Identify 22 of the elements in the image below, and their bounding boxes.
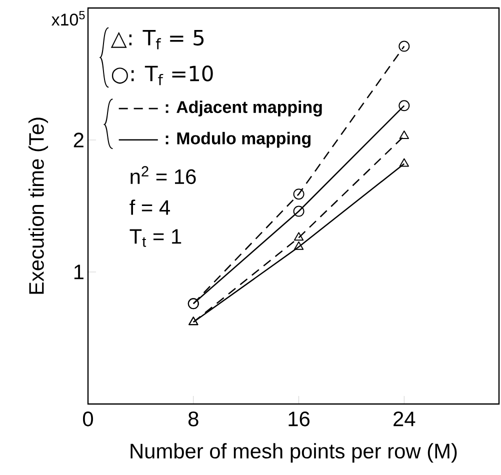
annotation: f = 4 bbox=[130, 200, 170, 215]
x-tick-label: 24 bbox=[394, 412, 416, 426]
text: x10$^{5}$ bbox=[52, 11, 85, 26]
point bbox=[399, 130, 409, 140]
annotation: △: T$_{f}$ = 5 bbox=[110, 30, 204, 50]
y-axis-title: Execution time (Te) bbox=[28, 118, 48, 294]
point bbox=[293, 188, 304, 200]
x-axis-title: Number of mesh points per row (M) bbox=[130, 443, 457, 463]
point bbox=[294, 232, 304, 241]
y-tick-label: 1 bbox=[74, 264, 84, 280]
x-tick-label: 8 bbox=[188, 412, 198, 426]
point bbox=[293, 206, 304, 217]
y-tick-label: 2 bbox=[74, 132, 84, 148]
point bbox=[398, 40, 410, 52]
x-tick-label: 0 bbox=[83, 412, 93, 426]
annotation: : Adjacent mapping bbox=[166, 100, 322, 117]
annotation: n$^{2}$ = 16 bbox=[130, 166, 196, 184]
annotation: : Modulo mapping bbox=[166, 132, 311, 148]
point bbox=[398, 100, 410, 112]
annotation: T$_{t}$ = 1 bbox=[130, 229, 182, 247]
x-tick-label: 16 bbox=[288, 412, 310, 426]
annotation: ○: T$_{f}$ =10 bbox=[112, 66, 213, 86]
